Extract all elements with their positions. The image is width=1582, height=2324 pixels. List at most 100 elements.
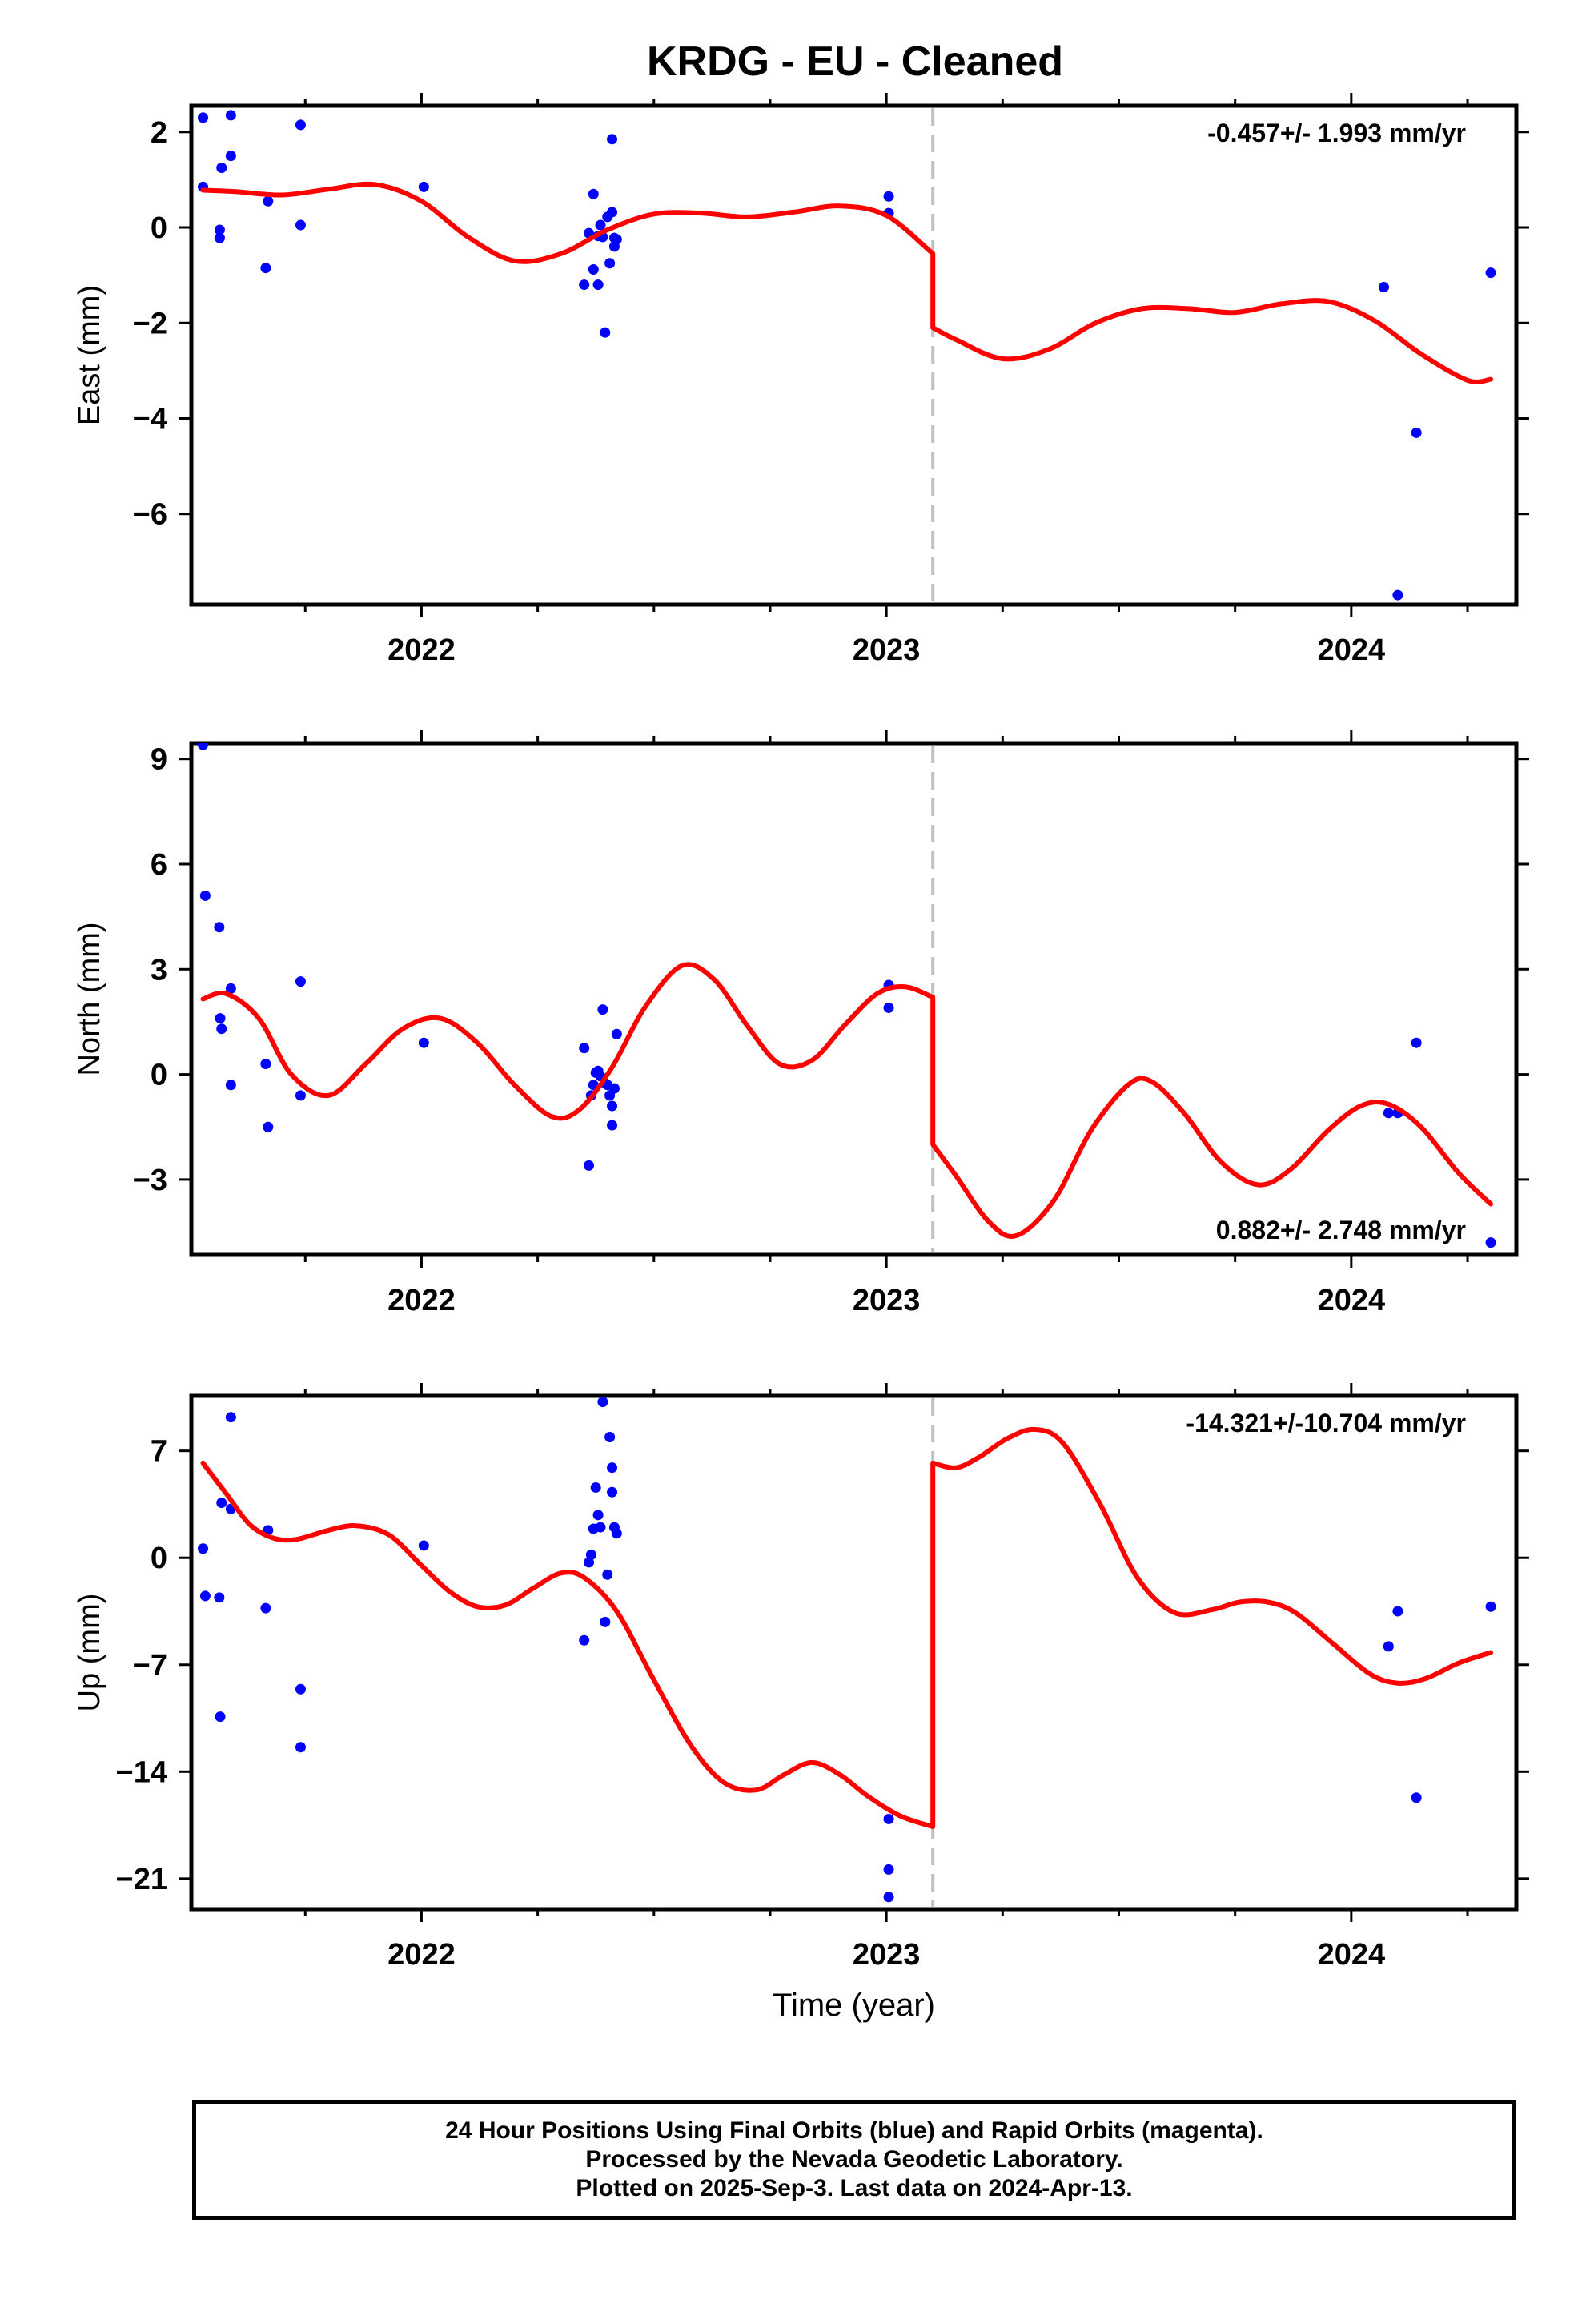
up-data-point	[597, 1397, 608, 1408]
north-data-point	[1485, 1237, 1496, 1248]
north-y-tick-label: −3	[133, 1164, 167, 1197]
up-data-point	[1411, 1792, 1422, 1803]
up-points	[198, 1397, 1496, 1903]
up-data-point	[579, 1634, 590, 1646]
north-data-point	[260, 1058, 271, 1069]
north-data-point	[295, 1090, 306, 1101]
footer-line-1: 24 Hour Positions Using Final Orbits (bl…	[445, 2117, 1263, 2144]
north-points	[198, 743, 1496, 1248]
east-data-point	[611, 234, 622, 245]
east-data-point	[588, 263, 599, 275]
up-data-point	[883, 1864, 894, 1875]
up-data-point	[592, 1510, 604, 1521]
footer-line-2: Processed by the Nevada Geodetic Laborat…	[585, 2146, 1123, 2173]
north-data-point	[584, 1160, 594, 1171]
up-data-point	[883, 1892, 894, 1903]
up-x-ticks	[303, 1383, 1469, 1922]
north-data-point	[579, 1043, 590, 1054]
up-y-tick-label: 7	[151, 1435, 167, 1469]
up-data-point	[225, 1412, 236, 1423]
up-velocity-annotation: -14.321+/-10.704 mm/yr	[1186, 1409, 1466, 1437]
north-data-point	[883, 1002, 894, 1013]
footer-box: 24 Hour Positions Using Final Orbits (bl…	[192, 2100, 1516, 2220]
up-data-point	[199, 1590, 211, 1602]
east-data-point	[225, 110, 236, 121]
north-data-point	[199, 890, 211, 901]
up-y-tick-label: −21	[116, 1863, 167, 1896]
east-y-tick-label: 0	[151, 211, 167, 245]
up-data-point	[216, 1498, 227, 1509]
east-data-point	[607, 134, 618, 145]
up-panel: 2022 2023 2024 7 0 −7 −14 −21 Up (mm) Time (year)…	[73, 1383, 1529, 2023]
east-data-point	[1485, 267, 1496, 279]
up-x-tick-label: 2024	[1318, 1938, 1386, 1972]
up-data-point	[418, 1540, 429, 1551]
east-y-axis-label: East (mm)	[73, 285, 106, 425]
north-panel: 2022 2023 2024 9 6 3 0 −3 North (mm) 0.882+/- 2.7…	[73, 730, 1529, 1317]
east-y-tick-label: −6	[133, 498, 167, 532]
east-y-ticks: 2 0 −2 −4 −6	[133, 116, 1529, 532]
north-data-point	[607, 1120, 618, 1131]
east-data-point	[579, 279, 590, 291]
up-data-point	[1392, 1606, 1403, 1617]
up-data-point	[260, 1602, 271, 1614]
east-data-point	[883, 191, 894, 202]
north-x-tick-label: 2022	[387, 1284, 456, 1317]
up-data-point	[595, 1522, 606, 1533]
north-data-point	[214, 922, 225, 933]
up-data-point	[214, 1592, 225, 1603]
north-x-tick-label: 2024	[1318, 1284, 1386, 1317]
up-data-point	[600, 1616, 611, 1627]
north-data-point	[198, 743, 209, 750]
east-model-curve	[200, 181, 1494, 384]
north-data-point	[225, 983, 236, 994]
east-data-point	[600, 327, 611, 338]
east-x-tick-label: 2024	[1318, 633, 1386, 667]
north-velocity-annotation: 0.882+/- 2.748 mm/yr	[1216, 1216, 1466, 1244]
east-data-point	[418, 181, 429, 192]
north-x-tick-label: 2023	[853, 1284, 921, 1317]
up-data-point	[607, 1486, 618, 1498]
east-panel: 2022 2023 2024 2 0 −2 −4 −6 East (mm) -0.457+/- 1…	[73, 93, 1529, 667]
north-frame	[189, 741, 1519, 1257]
north-data-point	[215, 1013, 226, 1024]
east-data-point	[588, 188, 599, 199]
north-y-tick-label: 0	[151, 1059, 167, 1092]
east-data-point	[214, 232, 225, 243]
north-x-ticks	[303, 730, 1469, 1268]
up-data-point	[1485, 1601, 1496, 1612]
up-data-point	[295, 1683, 306, 1695]
east-x-tick-label: 2023	[853, 633, 921, 667]
footer-line-3: Plotted on 2025-Sep-3. Last data on 2024…	[576, 2175, 1133, 2201]
up-data-point	[295, 1742, 306, 1753]
up-x-axis-label: Time (year)	[773, 1988, 935, 2023]
up-y-axis-label: Up (mm)	[73, 1594, 106, 1712]
up-model-curve	[200, 1426, 1494, 1829]
north-data-point	[216, 1023, 227, 1035]
east-data-point	[592, 279, 604, 291]
east-data-point	[260, 263, 271, 274]
east-points	[198, 110, 1496, 601]
panels: 2022 2023 2024 2 0 −2 −4 −6 East (mm) -0.457+/- 1…	[73, 93, 1529, 2023]
east-data-point	[295, 219, 306, 231]
north-data-point	[263, 1121, 274, 1132]
north-data-point	[608, 1083, 620, 1094]
east-data-point	[214, 224, 225, 235]
east-y-tick-label: 2	[151, 116, 167, 150]
east-data-point	[225, 151, 236, 162]
east-data-point	[263, 195, 274, 207]
north-model-curve	[200, 962, 1494, 1239]
up-y-tick-label: −14	[116, 1755, 167, 1789]
east-data-point	[604, 258, 616, 269]
up-data-point	[590, 1482, 601, 1493]
north-data-point	[225, 1080, 236, 1091]
north-data-point	[418, 1037, 429, 1048]
north-y-ticks: 9 6 3 0 −3	[133, 743, 1529, 1197]
east-frame	[189, 103, 1519, 607]
east-y-tick-label: −4	[133, 402, 167, 436]
up-data-point	[604, 1432, 616, 1443]
east-data-point	[595, 219, 606, 231]
north-y-tick-label: 9	[151, 743, 167, 777]
east-y-tick-label: −2	[133, 307, 167, 340]
